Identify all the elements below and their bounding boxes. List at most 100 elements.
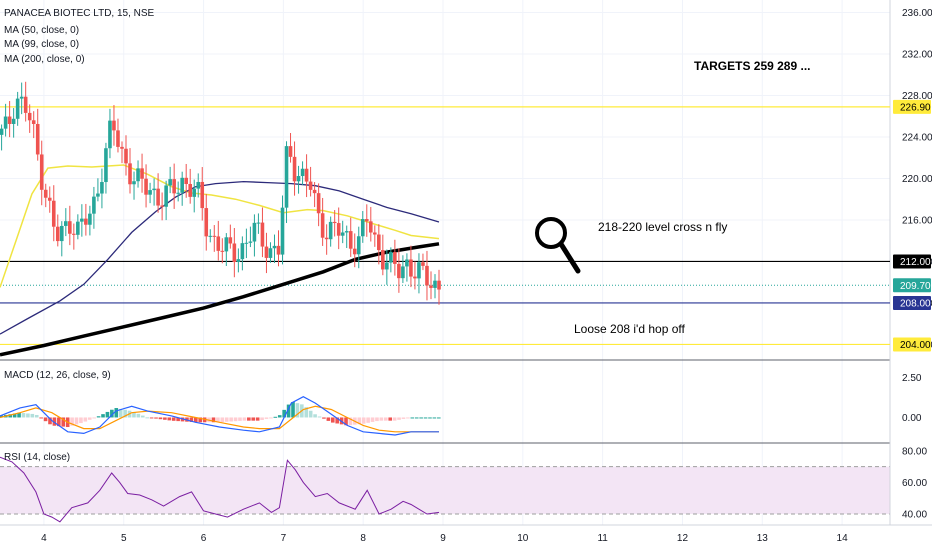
rsi-legend[interactable]: RSI (14, close) (4, 452, 70, 463)
candle-body (47, 197, 52, 201)
level-tag: 204.00 (900, 340, 931, 351)
candle-body (224, 237, 229, 252)
macd-bar (43, 417, 48, 422)
candle-body (168, 179, 172, 186)
candle-body (180, 177, 184, 193)
rsi-line (0, 456, 440, 523)
macd-bar (406, 417, 410, 419)
macd-bar (57, 417, 61, 427)
level-tag-bg (893, 337, 931, 352)
candle-body (31, 120, 36, 124)
price-tick-label: 228.00 (902, 91, 932, 102)
loose-note[interactable]: Loose 208 i'd hop off (574, 322, 685, 336)
macd-bar (233, 417, 238, 422)
ma50-legend[interactable]: MA (50, close, 0) (4, 25, 79, 36)
candle-body (96, 193, 100, 197)
candle-body (108, 120, 112, 149)
candle-body (316, 193, 321, 214)
candle-body (88, 213, 92, 225)
time-tick-label: 5 (121, 533, 127, 544)
candle-body (72, 233, 76, 235)
candle-body (3, 116, 8, 129)
macd-legend[interactable]: MACD (12, 26, close, 9) (4, 370, 111, 381)
macd-bar (326, 417, 331, 421)
candle-body (433, 280, 437, 288)
candle-body (84, 218, 88, 225)
macd-bar (105, 411, 110, 418)
macd-bar (70, 417, 74, 426)
candle-body (288, 146, 293, 157)
macd-bar (132, 412, 136, 418)
candle-body (148, 190, 152, 195)
candle-body (35, 123, 40, 155)
candle-body (196, 181, 201, 189)
time-tick-label: 14 (837, 533, 849, 544)
candle-body (128, 163, 132, 185)
time-tick-label: 12 (677, 533, 689, 544)
candle-body (0, 128, 4, 135)
macd-bar (74, 417, 79, 425)
candle-body (11, 118, 16, 124)
macd-tick-label: 2.50 (902, 373, 922, 384)
targets-note[interactable]: TARGETS 259 289 ... (694, 59, 811, 73)
candle-body (332, 221, 337, 224)
macd-bar (8, 414, 13, 418)
macd-bar (96, 416, 101, 418)
level-tag: 212.00 (900, 257, 931, 268)
macd-bar (39, 417, 43, 419)
time-tick-label: 4 (41, 533, 47, 544)
candle-body (344, 231, 349, 233)
candle-body (64, 221, 68, 226)
horizontal-levels[interactable] (0, 106, 890, 346)
last-price-tag-bg (893, 278, 931, 293)
rsi-path (0, 456, 440, 523)
macd-bar (295, 403, 300, 418)
macd-bar (229, 417, 233, 422)
macd-bar (189, 417, 194, 422)
candle-body (264, 246, 269, 258)
candle-body (308, 181, 313, 190)
candle-body (68, 221, 72, 234)
macd-bar (428, 417, 432, 419)
candle-body (51, 200, 56, 227)
candle-body (15, 98, 20, 119)
macd-bar (30, 413, 35, 418)
candle-body (397, 263, 401, 279)
level-tag-bg (893, 254, 931, 269)
candle-body (27, 112, 32, 121)
macd-bar (242, 417, 247, 421)
symbol-title[interactable]: PANACEA BIOTEC LTD, 15, NSE (4, 8, 155, 19)
price-tick-label: 216.00 (902, 215, 932, 226)
level-tag: 208.00 (900, 298, 931, 309)
macd-bar (330, 417, 335, 423)
candle-body (425, 265, 429, 286)
ma99-legend[interactable]: MA (99, close, 0) (4, 39, 79, 50)
candles[interactable] (0, 81, 441, 305)
cross-note[interactable]: 218-220 level cross n fly (598, 220, 727, 234)
macd-bar (247, 417, 251, 421)
macd-bar (140, 415, 145, 418)
macd-bar (313, 414, 317, 418)
macd-bar (357, 417, 362, 425)
macd-bar (211, 417, 216, 423)
candle-body (292, 156, 297, 182)
macd-bar (308, 410, 313, 418)
candle-body (59, 225, 64, 242)
macd-bar (145, 417, 150, 419)
candle-body (7, 116, 12, 124)
ma200-legend[interactable]: MA (200, close, 0) (4, 54, 85, 65)
candle-body (104, 148, 108, 183)
candle-body (356, 236, 361, 255)
macd-bar (123, 409, 127, 418)
time-axis[interactable]: 4 5 6 7 8 9 10 11 12 13 14 (41, 533, 848, 544)
macd-bar (370, 417, 375, 422)
macd-bar (114, 408, 119, 418)
candle-body (336, 223, 341, 236)
macd-bar (392, 417, 397, 421)
candle-body (340, 232, 345, 236)
magnifier-icon[interactable] (535, 217, 581, 274)
candle-body (417, 262, 421, 279)
macd-bar (277, 415, 282, 418)
candle-body (164, 185, 168, 207)
